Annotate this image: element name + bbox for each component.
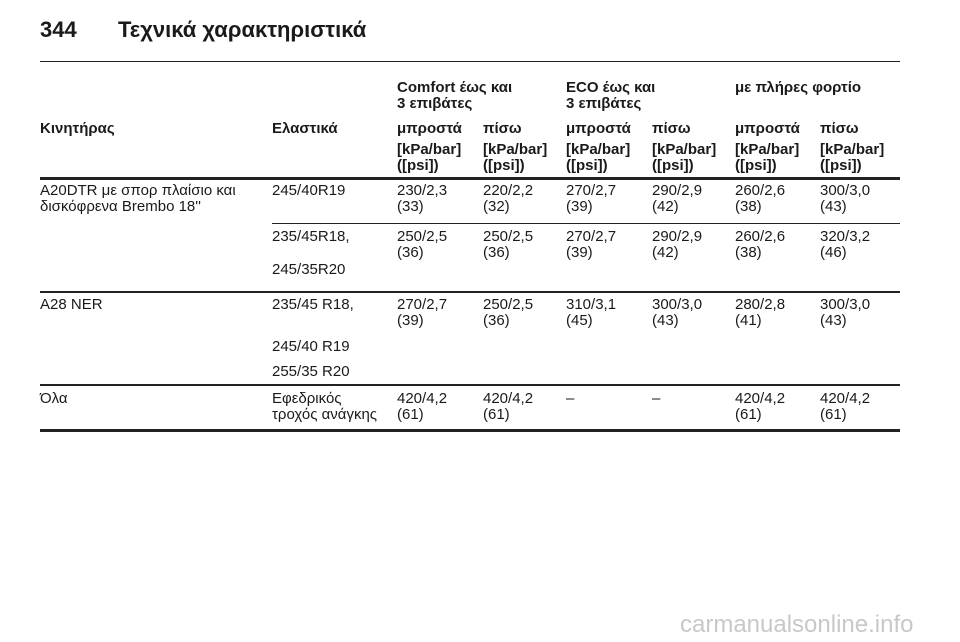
pressure-value: 300/3,0 (43)	[820, 182, 871, 215]
tyre-size: 235/45 R18,	[272, 296, 354, 313]
column-header: μπροστά	[397, 120, 462, 137]
column-header: μπροστά	[735, 120, 800, 137]
engine: A20DTR με σπορ πλαίσιο και δισκόφρενα Br…	[40, 182, 236, 215]
table-rule	[272, 223, 900, 224]
column-header: Κινητήρας	[40, 120, 115, 137]
unit-header: [kPa/bar] ([psi])	[652, 141, 717, 174]
pressure-value: 420/4,2 (61)	[397, 390, 448, 423]
group-header: με πλήρες φορτίο	[735, 79, 862, 96]
watermark: carmanualsonline.info	[680, 611, 914, 638]
unit-header: [kPa/bar] ([psi])	[483, 141, 548, 174]
pressure-value: 230/2,3 (33)	[397, 182, 448, 215]
unit-header: [kPa/bar] ([psi])	[735, 141, 800, 174]
pressure-value: 300/3,0 (43)	[652, 296, 703, 329]
pressure-value: 270/2,7 (39)	[397, 296, 448, 329]
pressure-value: 420/4,2 (61)	[820, 390, 871, 423]
tyre-size: 255/35 R20	[272, 363, 350, 380]
pressure-value: 420/4,2 (61)	[483, 390, 534, 423]
table-rule	[40, 291, 900, 293]
pressure-value: –	[652, 390, 661, 407]
pressure-value: 260/2,6 (38)	[735, 182, 786, 215]
table-rule	[40, 429, 900, 432]
pressure-value: 270/2,7 (39)	[566, 182, 617, 215]
pressure-value: 260/2,6 (38)	[735, 228, 786, 261]
header-rule	[40, 61, 900, 62]
engine: A28 NER	[40, 296, 103, 313]
column-header: Ελαστικά	[272, 120, 338, 137]
pressure-value: 320/3,2 (46)	[820, 228, 871, 261]
group-header: Comfort έως και 3 επιβάτες	[397, 79, 513, 112]
column-header: πίσω	[483, 120, 522, 137]
tyre-size: 235/45R18,	[272, 228, 350, 245]
pressure-value: 290/2,9 (42)	[652, 228, 703, 261]
pressure-value: 250/2,5 (36)	[483, 296, 534, 329]
table-rule	[40, 177, 900, 180]
pressure-value: 250/2,5 (36)	[483, 228, 534, 261]
pressure-value: 420/4,2 (61)	[735, 390, 786, 423]
column-header: μπροστά	[566, 120, 631, 137]
unit-header: [kPa/bar] ([psi])	[566, 141, 631, 174]
tyre-size: 245/40 R19	[272, 338, 350, 355]
pressure-value: 270/2,7 (39)	[566, 228, 617, 261]
group-header: ECO έως και 3 επιβάτες	[566, 79, 656, 112]
tyre-size: Εφεδρικός τροχός ανάγκης	[272, 390, 378, 423]
table-rule	[40, 384, 900, 386]
pressure-value: 220/2,2 (32)	[483, 182, 534, 215]
unit-header: [kPa/bar] ([psi])	[820, 141, 885, 174]
page-title: Τεχνικά χαρακτηριστικά	[118, 17, 367, 42]
engine: Όλα	[40, 390, 68, 407]
pressure-value: 300/3,0 (43)	[820, 296, 871, 329]
tyre-size: 245/35R20	[272, 261, 346, 278]
pressure-value: 310/3,1 (45)	[566, 296, 617, 329]
pressure-value: 280/2,8 (41)	[735, 296, 786, 329]
pressure-value: –	[566, 390, 575, 407]
pressure-value: 290/2,9 (42)	[652, 182, 703, 215]
column-header: πίσω	[820, 120, 859, 137]
tyre-size: 245/40R19	[272, 182, 346, 199]
pressure-value: 250/2,5 (36)	[397, 228, 448, 261]
page-number: 344	[40, 17, 77, 42]
unit-header: [kPa/bar] ([psi])	[397, 141, 462, 174]
column-header: πίσω	[652, 120, 691, 137]
